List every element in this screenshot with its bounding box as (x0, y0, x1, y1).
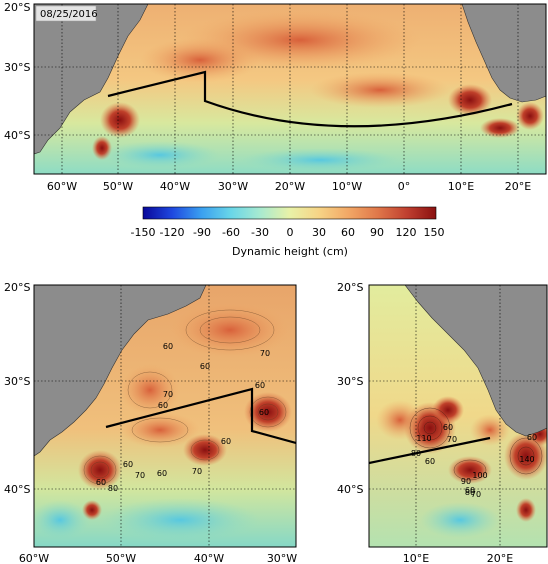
right-contour-label: 60 (465, 486, 475, 495)
colorbar-tick-m150: -150 (131, 226, 156, 239)
left-contour-label: 60 (221, 437, 231, 446)
top-lon-label-0: 0° (398, 180, 411, 193)
right-map: 110 60 70 60 80 100 90 60 80 70 140 60 2… (337, 281, 548, 564)
right-contour-label: 90 (461, 477, 471, 486)
left-contour-label: 80 (108, 484, 118, 493)
colorbar-tick-30: 30 (312, 226, 326, 239)
top-lon-label-10e: 10°E (448, 180, 474, 193)
date-badge: 08/25/2016 (35, 5, 98, 22)
top-lon-label-40w: 40°W (160, 180, 190, 193)
left-lon-label-30w: 30°W (267, 552, 297, 564)
right-contour-label: 110 (416, 434, 431, 443)
section-line-right (369, 436, 491, 465)
top-lon-label-30w: 30°W (218, 180, 248, 193)
south-america-land (34, 4, 149, 155)
colorbar-tick-m30: -30 (251, 226, 269, 239)
left-contour-label: 60 (200, 362, 210, 371)
right-map-contour-labels: 110 60 70 60 80 100 90 60 80 70 140 60 (411, 423, 537, 499)
top-lat-label-30s: 30°S (4, 61, 30, 74)
right-contour-label: 60 (527, 433, 537, 442)
south-america-land-left (34, 285, 207, 457)
left-lon-label-40w: 40°W (194, 552, 224, 564)
right-lat-label-30s: 30°S (337, 375, 363, 388)
right-map-frame (368, 284, 548, 548)
colorbar-tick-120: 120 (396, 226, 417, 239)
colorbar-gradient (142, 206, 437, 220)
colorbar-tick-150: 150 (424, 226, 445, 239)
top-map: 08/25/2016 20°S 30°S 40°S 60°W 50°W 40°W… (4, 1, 547, 193)
top-map-frame (33, 3, 547, 175)
left-contour-label: 60 (123, 460, 133, 469)
right-contour-label: 140 (519, 455, 534, 464)
colorbar-tick-m60: -60 (222, 226, 240, 239)
top-lon-label-10w: 10°W (332, 180, 362, 193)
left-lon-label-60w: 60°W (19, 552, 49, 564)
left-lon-label-50w: 50°W (106, 552, 136, 564)
colorbar-title: Dynamic height (cm) (232, 245, 348, 258)
section-line-top (107, 70, 513, 128)
africa-land (461, 4, 546, 103)
right-contour-label: 70 (447, 435, 457, 444)
colorbar-tick-m90: -90 (193, 226, 211, 239)
left-lat-label-30s: 30°S (4, 375, 30, 388)
colorbar: -150 -120 -90 -60 -30 0 30 60 90 120 150… (131, 206, 445, 258)
colorbar-tick-60: 60 (341, 226, 355, 239)
left-contour-label: 70 (260, 349, 270, 358)
right-contour-label: 60 (443, 423, 453, 432)
africa-land-right (404, 285, 547, 437)
right-contour-label: 60 (425, 457, 435, 466)
left-contour-label: 70 (135, 471, 145, 480)
left-map-grid (34, 285, 296, 547)
section-line-left (105, 387, 296, 445)
right-map-contours (409, 407, 543, 481)
right-lon-label-10e: 10°E (403, 552, 429, 564)
left-lat-label-40s: 40°S (4, 483, 30, 496)
right-lat-label-40s: 40°S (337, 483, 363, 496)
left-map-eddies (34, 302, 292, 542)
top-lon-label-60w: 60°W (47, 180, 77, 193)
left-map-contours (83, 309, 287, 485)
top-lon-label-20w: 20°W (275, 180, 305, 193)
left-contour-label: 60 (259, 408, 269, 417)
left-lat-label-20s: 20°S (4, 281, 30, 294)
left-contour-label: 70 (192, 467, 202, 476)
top-lon-label-50w: 50°W (103, 180, 133, 193)
right-contour-label: 80 (411, 449, 421, 458)
left-map-contour-labels: 60 60 70 60 70 60 60 60 60 70 60 70 80 6… (96, 342, 270, 493)
top-map-grid (34, 4, 546, 174)
top-lat-label-40s: 40°S (4, 129, 30, 142)
right-lat-label-20s: 20°S (337, 281, 363, 294)
left-contour-label: 60 (96, 478, 106, 487)
top-map-eddies (92, 10, 544, 172)
left-contour-label: 60 (158, 401, 168, 410)
colorbar-tick-m120: -120 (160, 226, 185, 239)
top-lat-label-20s: 20°S (4, 1, 30, 14)
colorbar-tick-90: 90 (370, 226, 384, 239)
right-contour-label: 70 (471, 490, 481, 499)
left-map-frame (33, 284, 297, 548)
right-contour-label: 100 (472, 471, 487, 480)
left-contour-label: 70 (163, 390, 173, 399)
date-label: 08/25/2016 (40, 9, 98, 20)
right-map-grid (369, 285, 547, 547)
left-contour-label: 60 (255, 381, 265, 390)
left-map: 60 60 70 60 70 60 60 60 60 70 60 70 80 6… (4, 281, 297, 564)
top-lon-label-20e: 20°E (505, 180, 531, 193)
left-contour-label: 60 (163, 342, 173, 351)
right-lon-label-20e: 20°E (487, 552, 513, 564)
colorbar-tick-0: 0 (287, 226, 294, 239)
left-contour-label: 60 (157, 469, 167, 478)
right-contour-label: 80 (465, 488, 475, 497)
